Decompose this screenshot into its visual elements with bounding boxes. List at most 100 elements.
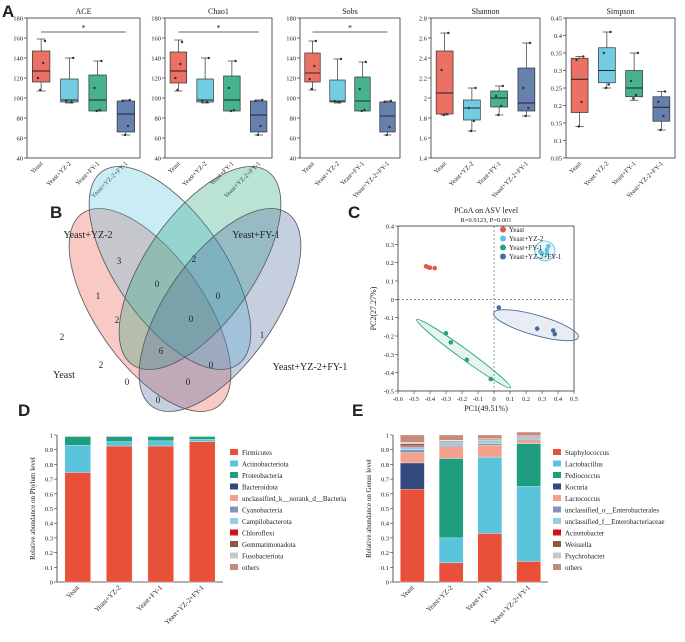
data-point bbox=[607, 83, 611, 86]
legend-label-10: Psychrobacter bbox=[565, 553, 605, 561]
y-tick-label: 1 bbox=[386, 433, 389, 440]
venn-count-yz2-fy1-combo: 0 bbox=[189, 314, 194, 324]
venn-count-yz2-fy1: 0 bbox=[155, 279, 160, 289]
legend-swatch-3 bbox=[553, 472, 561, 478]
data-point bbox=[528, 41, 532, 45]
y-tick-label: 0.45 bbox=[551, 16, 562, 23]
data-point bbox=[602, 51, 606, 55]
y-tick-label: 0.9 bbox=[45, 447, 53, 454]
legend-marker-4 bbox=[500, 253, 506, 260]
stacked-bar-segment bbox=[477, 440, 503, 444]
legend-swatch-5 bbox=[553, 495, 561, 501]
data-point bbox=[95, 109, 98, 113]
legend-label-6: unclassified_o__Enterobacterales bbox=[565, 507, 659, 515]
stacked-bar-segment bbox=[516, 431, 541, 436]
data-point bbox=[575, 58, 578, 62]
data-point bbox=[227, 86, 231, 90]
data-point bbox=[527, 106, 530, 110]
legend-label-11: others bbox=[242, 564, 259, 572]
confidence-ellipse-4 bbox=[493, 309, 579, 342]
x-tick-label: -0.2 bbox=[457, 396, 467, 403]
stacked-bar-segment bbox=[516, 561, 541, 583]
data-point bbox=[43, 39, 47, 43]
pcoa-subtitle: R=0.9123, P=0.001 bbox=[460, 217, 511, 224]
box-3 bbox=[223, 75, 241, 112]
legend-label-11: others bbox=[565, 564, 582, 572]
stacked-bar-segment bbox=[147, 440, 174, 447]
panel-label-B: B bbox=[50, 203, 62, 222]
panel-label-C: C bbox=[348, 203, 360, 222]
data-point bbox=[333, 99, 336, 103]
legend-label-5: unclassified_k__norank_d__Bacteria bbox=[242, 495, 347, 503]
pcoa-x-axis-label: PC1(49.51%) bbox=[464, 404, 508, 413]
x-category-label: Yeast+FY-1 bbox=[135, 583, 164, 612]
venn-count-yz2-only: 3 bbox=[117, 256, 122, 266]
venn-ellipse-yeast-yz2 bbox=[88, 166, 252, 370]
stacked-bar-segment bbox=[438, 562, 464, 583]
legend-label-2: Actinobacteriota bbox=[242, 461, 290, 469]
legend-marker-2 bbox=[500, 235, 506, 242]
stacked-bar-segment bbox=[147, 436, 174, 442]
y-tick-label: 0.1 bbox=[554, 138, 562, 145]
y-tick-label: 2.2 bbox=[419, 76, 427, 83]
box-3 bbox=[88, 74, 107, 112]
x-category-label: Yeast bbox=[399, 584, 415, 600]
pcoa-title: PCoA on ASV level bbox=[454, 206, 519, 215]
data-point bbox=[36, 76, 40, 80]
x-category-label: Yeast+YZ-2 bbox=[93, 583, 123, 613]
scatter-point-1 bbox=[427, 265, 433, 271]
x-tick-label: -0.5 bbox=[409, 396, 419, 403]
scatter-point-2 bbox=[544, 251, 550, 256]
data-point bbox=[229, 109, 233, 113]
y-tick-label: 0.3 bbox=[45, 535, 53, 542]
y-tick-label: 100 bbox=[286, 96, 296, 103]
box-4 bbox=[379, 101, 396, 133]
stacked-bar-segment bbox=[64, 445, 91, 473]
y-tick-label: 0.1 bbox=[386, 279, 394, 286]
y-tick-label: 0 bbox=[386, 580, 389, 587]
pcoa-y-axis-label: PC2(27.27%) bbox=[369, 286, 378, 330]
stacked-bar-segment bbox=[438, 442, 464, 446]
x-category-label: Yeast+YZ-2 bbox=[313, 160, 341, 188]
y-tick-label: 0.4 bbox=[45, 521, 54, 528]
stacked-bar-segment bbox=[147, 445, 174, 583]
data-point bbox=[207, 56, 210, 60]
box-4 bbox=[652, 96, 671, 122]
y-tick-label: 1 bbox=[50, 433, 53, 440]
x-tick-label: -0.1 bbox=[473, 396, 483, 403]
venn-ellipse-yeast-yz2-fy1 bbox=[138, 208, 302, 412]
data-point bbox=[632, 97, 635, 100]
scatter-point-1 bbox=[432, 265, 438, 271]
stacked-bar-segment bbox=[189, 441, 216, 583]
venn-set-label-combo: Yeast+YZ-2+FY-1 bbox=[273, 362, 348, 373]
y-tick-label: 0.25 bbox=[551, 86, 562, 93]
stacked-bar-segment bbox=[400, 434, 425, 443]
stacked-bar-segment bbox=[189, 436, 216, 440]
y-tick-label: 0.1 bbox=[45, 565, 53, 572]
y-tick-label: 40 bbox=[17, 156, 24, 163]
data-point bbox=[582, 55, 585, 58]
data-point bbox=[497, 113, 500, 117]
legend-swatch-8 bbox=[553, 529, 561, 536]
data-point bbox=[445, 112, 448, 116]
data-point bbox=[339, 57, 343, 61]
stacked-bar-segment bbox=[438, 445, 464, 447]
data-point bbox=[388, 125, 391, 129]
y-tick-label: 0.3 bbox=[554, 68, 562, 75]
data-point bbox=[39, 88, 42, 92]
x-category-label: Yeast bbox=[30, 160, 45, 175]
legend-swatch-11 bbox=[230, 564, 238, 570]
venn-set-label-yz2: Yeast+YZ-2 bbox=[63, 230, 112, 241]
data-point bbox=[205, 100, 209, 104]
venn-count-yeast-yz2-fy1: 2 bbox=[115, 315, 120, 325]
data-point bbox=[308, 77, 311, 81]
x-category-label: Yeast+YZ-2 bbox=[181, 160, 209, 188]
data-point bbox=[662, 114, 665, 118]
stacked-bar-segment bbox=[516, 486, 541, 562]
scatter-point-4 bbox=[552, 331, 558, 337]
x-category-label: Yeast+YZ-2 bbox=[45, 160, 73, 188]
box-2 bbox=[329, 79, 346, 103]
data-point bbox=[176, 88, 179, 92]
data-point bbox=[259, 124, 262, 128]
data-point bbox=[501, 84, 505, 88]
